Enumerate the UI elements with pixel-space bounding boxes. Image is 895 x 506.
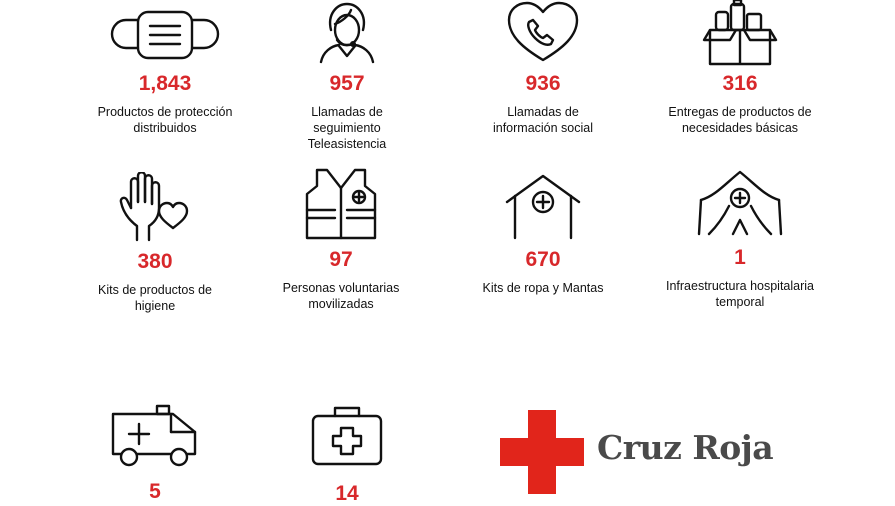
stat-value: 670 xyxy=(525,248,561,271)
stat-value: 1 xyxy=(734,246,746,269)
stat-value: 97 xyxy=(329,248,353,271)
stat-label: Kits de productos de higiene xyxy=(98,283,212,313)
stat-social-calls: 936 Llamadas de información social xyxy=(433,0,653,136)
stat-value: 316 xyxy=(722,72,758,95)
stat-volunteers: 97 Personas voluntarias movilizadas xyxy=(231,166,451,312)
red-cross-icon xyxy=(500,410,584,494)
hand-heart-icon xyxy=(119,172,189,242)
stat-value: 14 xyxy=(335,482,359,505)
shelter-house-icon xyxy=(505,174,581,240)
stat-label: Productos de protección distribuidos xyxy=(97,105,233,135)
stat-hygiene-kits: 380 Kits de productos de higiene xyxy=(45,172,265,314)
stat-value: 5 xyxy=(149,480,161,503)
headset-operator-icon xyxy=(319,2,375,64)
volunteer-vest-icon xyxy=(305,168,377,240)
logo-text: Cruz Roja xyxy=(597,428,774,467)
heart-phone-icon xyxy=(507,1,579,62)
stat-field-hospital: 1 Infraestructura hospitalaria temporal xyxy=(630,170,850,310)
stat-clothing-kits: 670 Kits de ropa y Mantas xyxy=(433,172,653,296)
stat-value: 936 xyxy=(525,72,561,95)
stat-value: 1,843 xyxy=(138,72,192,95)
field-tent-icon xyxy=(697,170,783,236)
stat-label: Personas voluntarias movilizadas xyxy=(282,281,400,311)
supply-box-icon xyxy=(702,0,778,66)
ambulance-icon xyxy=(111,404,197,467)
stat-protection-products: 1,843 Productos de protección distribuid… xyxy=(55,6,275,136)
cruz-roja-logo: Cruz Roja xyxy=(500,410,774,494)
stat-value: 957 xyxy=(329,72,365,95)
face-mask-icon xyxy=(110,10,220,60)
stat-label: Kits de ropa y Mantas xyxy=(482,281,604,295)
stat-label: Entregas de productos de necesidades bás… xyxy=(668,105,812,135)
stat-value: 380 xyxy=(137,250,173,273)
stat-followup-calls: 957 Llamadas de seguimiento Teleasistenc… xyxy=(237,0,457,152)
stat-basic-needs: 316 Entregas de productos de necesidades… xyxy=(630,0,850,136)
stat-first-aid: 14 xyxy=(237,404,457,506)
stat-label: Infraestructura hospitalaria temporal xyxy=(666,279,814,309)
stat-ambulances: 5 xyxy=(45,402,265,504)
stat-label: Llamadas de información social xyxy=(492,105,594,135)
stat-label: Llamadas de seguimiento Teleasistencia xyxy=(307,105,387,151)
first-aid-kit-icon xyxy=(311,406,383,466)
